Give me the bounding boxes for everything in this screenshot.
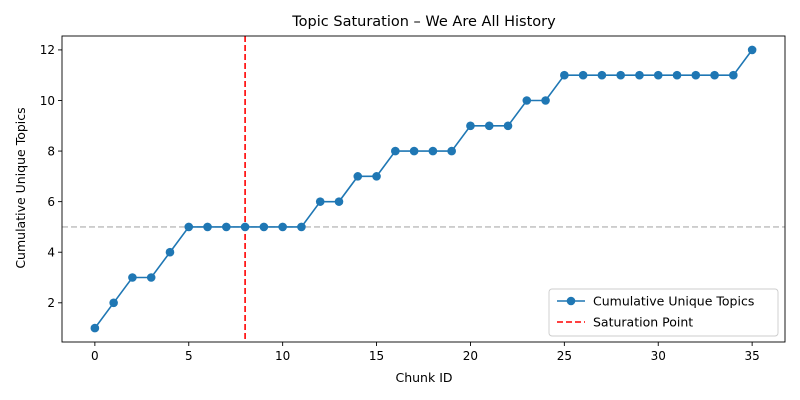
data-point [315,197,325,206]
data-point [484,121,494,131]
data-point [447,146,456,156]
x-tick-label: 0 [91,349,99,363]
legend: Cumulative Unique Topics Saturation Point [548,288,779,337]
y-tick-label: 10 [40,94,55,108]
y-tick-label: 4 [47,246,55,260]
y-tick-label: 6 [47,195,55,209]
data-point [597,70,607,80]
data-point [578,70,588,80]
chart-title: Topic Saturation – We Are All History [291,14,556,30]
plot-frame [61,35,786,343]
y-axis-label: Cumulative Unique Topics [13,107,28,268]
x-tick-label: 25 [557,349,572,363]
data-point [278,222,287,232]
data-point [503,121,513,131]
data-point [616,70,625,80]
data-point [541,96,550,105]
data-point [165,247,175,257]
data-point [747,45,757,55]
x-axis-label: Chunk ID [395,370,452,385]
data-point [560,70,569,80]
data-point [710,70,719,80]
data-point [184,222,194,232]
data-point [146,273,156,282]
legend-label-cumulative-unique-topics: Cumulative Unique Topics [593,294,754,309]
y-tick-label: 12 [40,43,55,57]
data-point [522,96,532,105]
data-point [297,222,306,232]
legend-label-saturation-point: Saturation Point [593,315,693,330]
x-tick-label: 30 [651,349,666,363]
data-point [729,70,738,80]
y-tick-label: 2 [47,296,55,310]
data-point [635,70,644,80]
x-tick-label: 10 [275,349,290,363]
x-tick-label: 35 [744,349,759,363]
x-tick-label: 15 [369,349,384,363]
x-tick-label: 5 [185,349,193,363]
data-point [334,197,344,206]
data-point [353,172,363,181]
data-point [653,70,663,80]
data-point [409,146,419,156]
data-point [259,222,269,232]
data-point [240,222,250,232]
data-point [203,222,212,232]
data-point [372,172,381,181]
legend-series-marker [566,296,576,306]
data-point [222,222,231,232]
data-point [672,70,682,80]
data-point [466,121,475,131]
data-point [428,146,438,156]
data-point [128,273,137,282]
y-tick-label: 8 [47,144,55,158]
data-point [90,323,100,333]
data-point [391,146,400,156]
plot-area: 0 5 10 15 20 25 30 35 2 4 6 8 10 12 Cumulative Unique … [40,35,786,363]
legend-box [548,288,779,337]
data-point [109,298,118,308]
x-tick-label: 20 [463,349,478,363]
data-point [691,70,701,80]
